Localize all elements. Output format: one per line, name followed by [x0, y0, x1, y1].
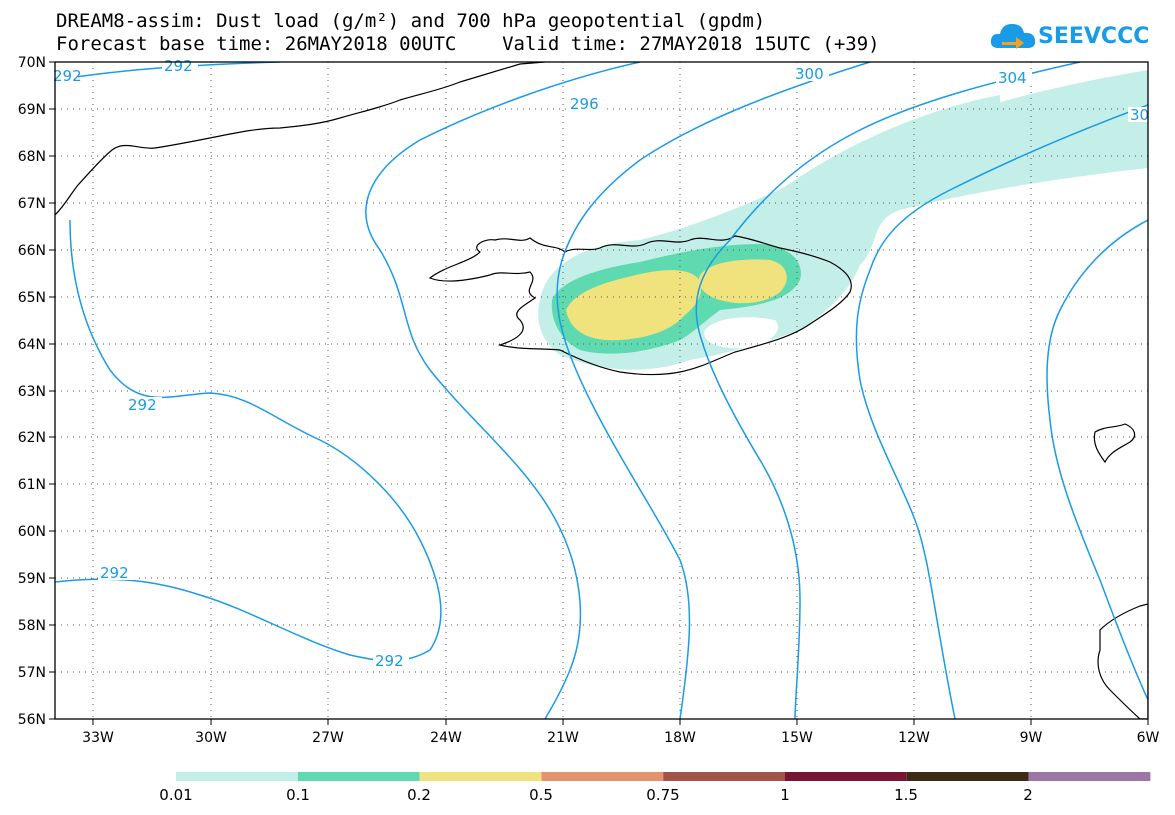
lon-labels: 33W 30W 27W 24W 21W 18W 15W 12W 9W 6W — [82, 730, 1159, 746]
colorbar-label: 0.75 — [646, 786, 679, 804]
lon-label: 9W — [1020, 730, 1043, 746]
contour-label: 292 — [53, 67, 82, 85]
colorbar-label: 0.01 — [159, 786, 192, 804]
colorbar-label: 1.5 — [894, 786, 918, 804]
contour-labels: 292 292 296 300 304 30 292 292 292 — [52, 57, 1150, 670]
scotland-coast — [1097, 603, 1148, 719]
lon-label: 21W — [547, 730, 579, 746]
contour-label: 292 — [164, 57, 193, 75]
faroe-coast — [1093, 423, 1136, 464]
cloud-icon — [990, 24, 1036, 49]
colorbar-swatch — [906, 772, 1029, 781]
contour-label: 296 — [570, 95, 599, 113]
lat-label: 68N — [18, 149, 46, 165]
lat-label: 65N — [18, 290, 46, 306]
lat-label: 64N — [18, 337, 46, 353]
colorbar-swatch — [663, 772, 785, 781]
lat-label: 67N — [18, 196, 46, 212]
contour-292-west — [55, 219, 442, 662]
geopotential-contours — [55, 62, 1148, 719]
lon-label: 18W — [664, 730, 696, 746]
colorbar-swatch — [297, 772, 420, 781]
colorbar-swatch — [785, 772, 907, 781]
axis-ticks — [49, 61, 1149, 725]
colorbar-swatch — [419, 772, 542, 781]
iceland-coast — [428, 235, 852, 376]
lon-label: 6W — [1137, 730, 1160, 746]
dust-level-0.01-tail — [760, 95, 1000, 205]
contour-label: 30 — [1130, 106, 1149, 124]
seevccc-logo: SEEVCCC — [990, 18, 1150, 58]
greenland-coast — [55, 62, 546, 216]
contour-304 — [695, 62, 1081, 719]
contour-label: 292 — [375, 652, 404, 670]
lon-label: 33W — [82, 730, 114, 746]
lat-label: 57N — [18, 665, 46, 681]
contour-label: 292 — [100, 564, 129, 582]
lat-label: 63N — [18, 384, 46, 400]
contour-308 — [855, 104, 1148, 719]
lat-label: 56N — [18, 712, 46, 728]
map-title: DREAM8-assim: Dust load (g/m²) and 700 h… — [56, 10, 766, 32]
lon-label: 30W — [195, 730, 227, 746]
lat-label: 58N — [18, 618, 46, 634]
colorbar-label: 2 — [1023, 786, 1033, 804]
contour-label: 292 — [128, 396, 157, 414]
lat-label: 66N — [18, 243, 46, 259]
colorbar-swatch — [541, 772, 664, 781]
clear-patch — [704, 317, 779, 349]
map-subtitle: Forecast base time: 26MAY2018 00UTC Vali… — [56, 33, 880, 55]
lat-label: 62N — [18, 430, 46, 446]
colorbar-label: 0.5 — [529, 786, 553, 804]
lon-label: 12W — [898, 730, 930, 746]
dust-level-0.2-west — [566, 270, 701, 341]
colorbar — [176, 772, 1151, 781]
lat-label: 59N — [18, 571, 46, 587]
lat-labels: 70N 69N 68N 67N 66N 65N 64N 63N 62N 61N … — [18, 55, 46, 728]
colorbar-label: 0.1 — [286, 786, 310, 804]
contour-label: 300 — [795, 65, 824, 83]
lon-label: 15W — [781, 730, 813, 746]
colorbar-label: 0.2 — [407, 786, 431, 804]
contour-292-north — [55, 62, 281, 81]
lat-label: 61N — [18, 477, 46, 493]
contour-296 — [365, 62, 641, 719]
colorbar-swatch — [1028, 772, 1151, 781]
coastlines — [55, 62, 1148, 719]
lat-label: 60N — [18, 524, 46, 540]
lon-label: 24W — [430, 730, 462, 746]
contour-312 — [1046, 219, 1148, 701]
colorbar-label: 1 — [780, 786, 790, 804]
contour-label: 304 — [998, 69, 1027, 87]
dust-level-0.2-east — [698, 259, 787, 304]
lat-label: 70N — [18, 55, 46, 71]
colorbar-labels: 0.01 0.1 0.2 0.5 0.75 1 1.5 2 — [159, 786, 1032, 804]
contour-300 — [556, 62, 871, 719]
lon-label: 27W — [312, 730, 344, 746]
dust-field — [538, 70, 1148, 370]
colorbar-swatch — [176, 772, 298, 781]
logo-text: SEEVCCC — [1038, 24, 1150, 49]
lat-label: 69N — [18, 102, 46, 118]
